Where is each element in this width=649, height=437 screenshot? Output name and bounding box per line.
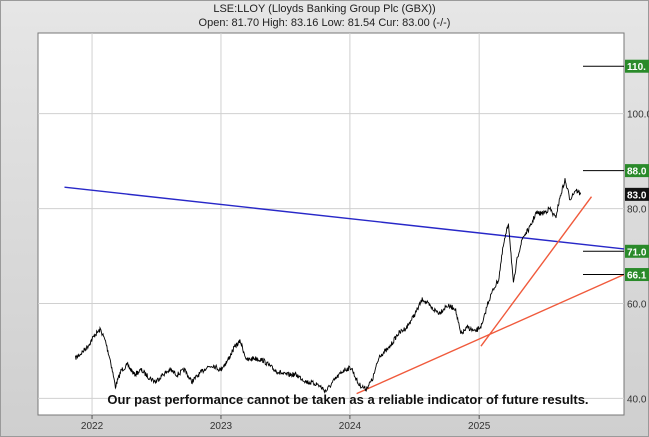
target-label: 66.1 [627, 271, 647, 282]
current-price-badge [625, 187, 649, 201]
trendline-blue-0 [64, 186, 625, 250]
x-tick-label: 2025 [468, 421, 491, 432]
x-axis: 2022 2023 2024 2025 [81, 415, 491, 432]
target-label: 71.0 [627, 247, 647, 258]
x-tick-label: 2022 [81, 421, 104, 432]
y-tick-label: 100.0 [627, 110, 649, 121]
x-tick-label: 2024 [339, 421, 362, 432]
target-badge [625, 268, 649, 282]
chart-title: LSE:LLOY (Lloyds Banking Group Plc (GBX)… [213, 3, 436, 15]
y-tick-label: 60.0 [627, 299, 647, 310]
x-tick-label: 2023 [210, 421, 233, 432]
trendline-red-2 [480, 196, 593, 347]
grid-lines [38, 33, 624, 415]
y-axis: 40.0 60.0 80.0 100.0 [627, 110, 649, 406]
y-tick-label: 80.0 [627, 205, 647, 216]
target-badge [625, 244, 649, 258]
target-label: 110. [627, 62, 646, 73]
price-series [74, 178, 582, 394]
target-markers: 110. 88.0 71.0 66.1 83.0 [583, 59, 649, 282]
target-badge [625, 59, 649, 73]
y-tick-label: 40.0 [627, 394, 647, 405]
current-price-label: 83.0 [627, 190, 647, 201]
target-badge [625, 164, 649, 178]
price-line [74, 178, 582, 394]
price-quote: Open: 81.70 High: 83.16 Low: 81.54 Cur: … [198, 17, 451, 29]
disclaimer-text: Our past performance cannot be taken as … [107, 392, 588, 407]
plot-area [37, 32, 625, 416]
target-label: 88.0 [627, 167, 647, 178]
trendlines [64, 186, 625, 395]
